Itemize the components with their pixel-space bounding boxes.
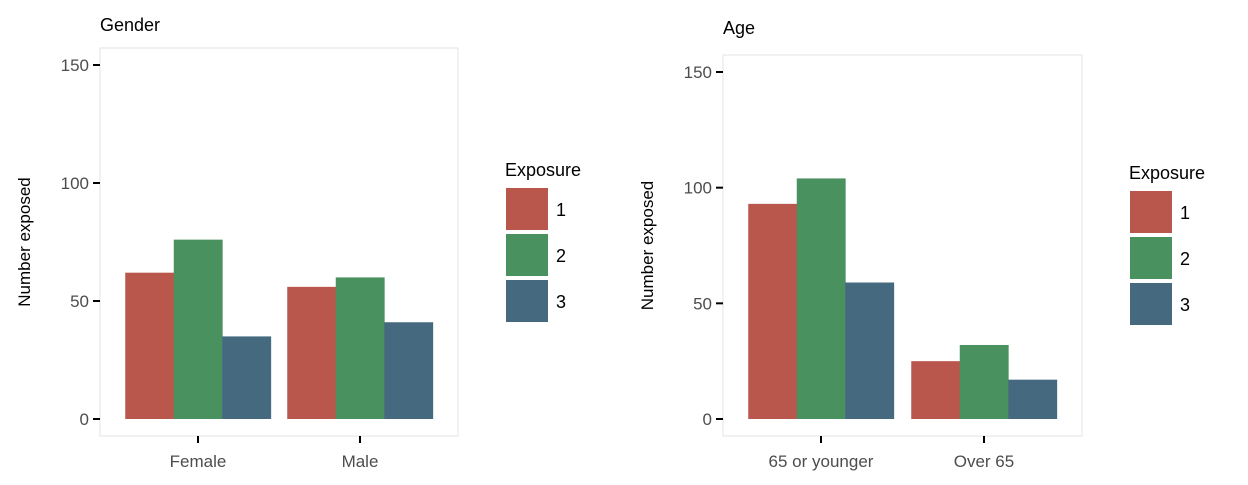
- bar-female-exposure-2: [173, 239, 223, 419]
- bar-over-65-exposure-2: [959, 344, 1009, 419]
- bar-male-exposure-3: [384, 322, 434, 419]
- legend-label: 2: [556, 246, 566, 266]
- legend-key-3: [506, 280, 548, 322]
- legend-label: 1: [556, 200, 566, 220]
- y-tick-label: 0: [703, 410, 712, 429]
- plot-panel-border: [722, 54, 1083, 437]
- chart-panel-gender: Gender 0 50 100 150 Number exposed Female Male E…: [15, 15, 581, 471]
- y-tick-label: 0: [80, 410, 89, 429]
- legend-title: Exposure: [1129, 163, 1205, 183]
- y-tick-label: 100: [61, 174, 89, 193]
- legend-key-1: [1130, 191, 1172, 233]
- bar-female-exposure-1: [125, 272, 175, 419]
- bar-over-65-exposure-3: [1008, 379, 1058, 419]
- x-tick-label: Male: [342, 452, 379, 471]
- y-axis-label: Number exposed: [15, 177, 34, 306]
- chart-title: Age: [723, 18, 755, 38]
- bar-female-exposure-3: [222, 336, 272, 419]
- y-axis-label: Number exposed: [638, 181, 657, 310]
- x-tick-label: Female: [170, 452, 227, 471]
- y-tick-label: 50: [693, 294, 712, 313]
- legend-label: 3: [556, 292, 566, 312]
- chart-title: Gender: [100, 15, 160, 35]
- legend-label: 2: [1180, 249, 1190, 269]
- bar-65-or-younger-exposure-2: [796, 178, 846, 419]
- x-tick-label: 65 or younger: [769, 452, 874, 471]
- legend-key-2: [1130, 237, 1172, 279]
- legend-label: 3: [1180, 295, 1190, 315]
- y-tick-label: 150: [684, 63, 712, 82]
- y-tick-label: 50: [70, 292, 89, 311]
- bar-65-or-younger-exposure-3: [845, 282, 895, 419]
- legend-label: 1: [1180, 203, 1190, 223]
- legend-key-3: [1130, 283, 1172, 325]
- bar-male-exposure-2: [335, 277, 385, 419]
- legend-key-2: [506, 234, 548, 276]
- chart-panel-age: Age 0 50 100 150 Number exposed 65 or younger O…: [638, 18, 1205, 471]
- x-tick-label: Over 65: [954, 452, 1014, 471]
- bar-65-or-younger-exposure-1: [748, 203, 798, 419]
- bar-male-exposure-1: [287, 286, 337, 419]
- legend-title: Exposure: [505, 160, 581, 180]
- bar-over-65-exposure-1: [911, 361, 961, 419]
- plot-panel-border: [99, 47, 459, 437]
- y-tick-label: 150: [61, 56, 89, 75]
- y-tick-label: 100: [684, 179, 712, 198]
- legend-key-1: [506, 188, 548, 230]
